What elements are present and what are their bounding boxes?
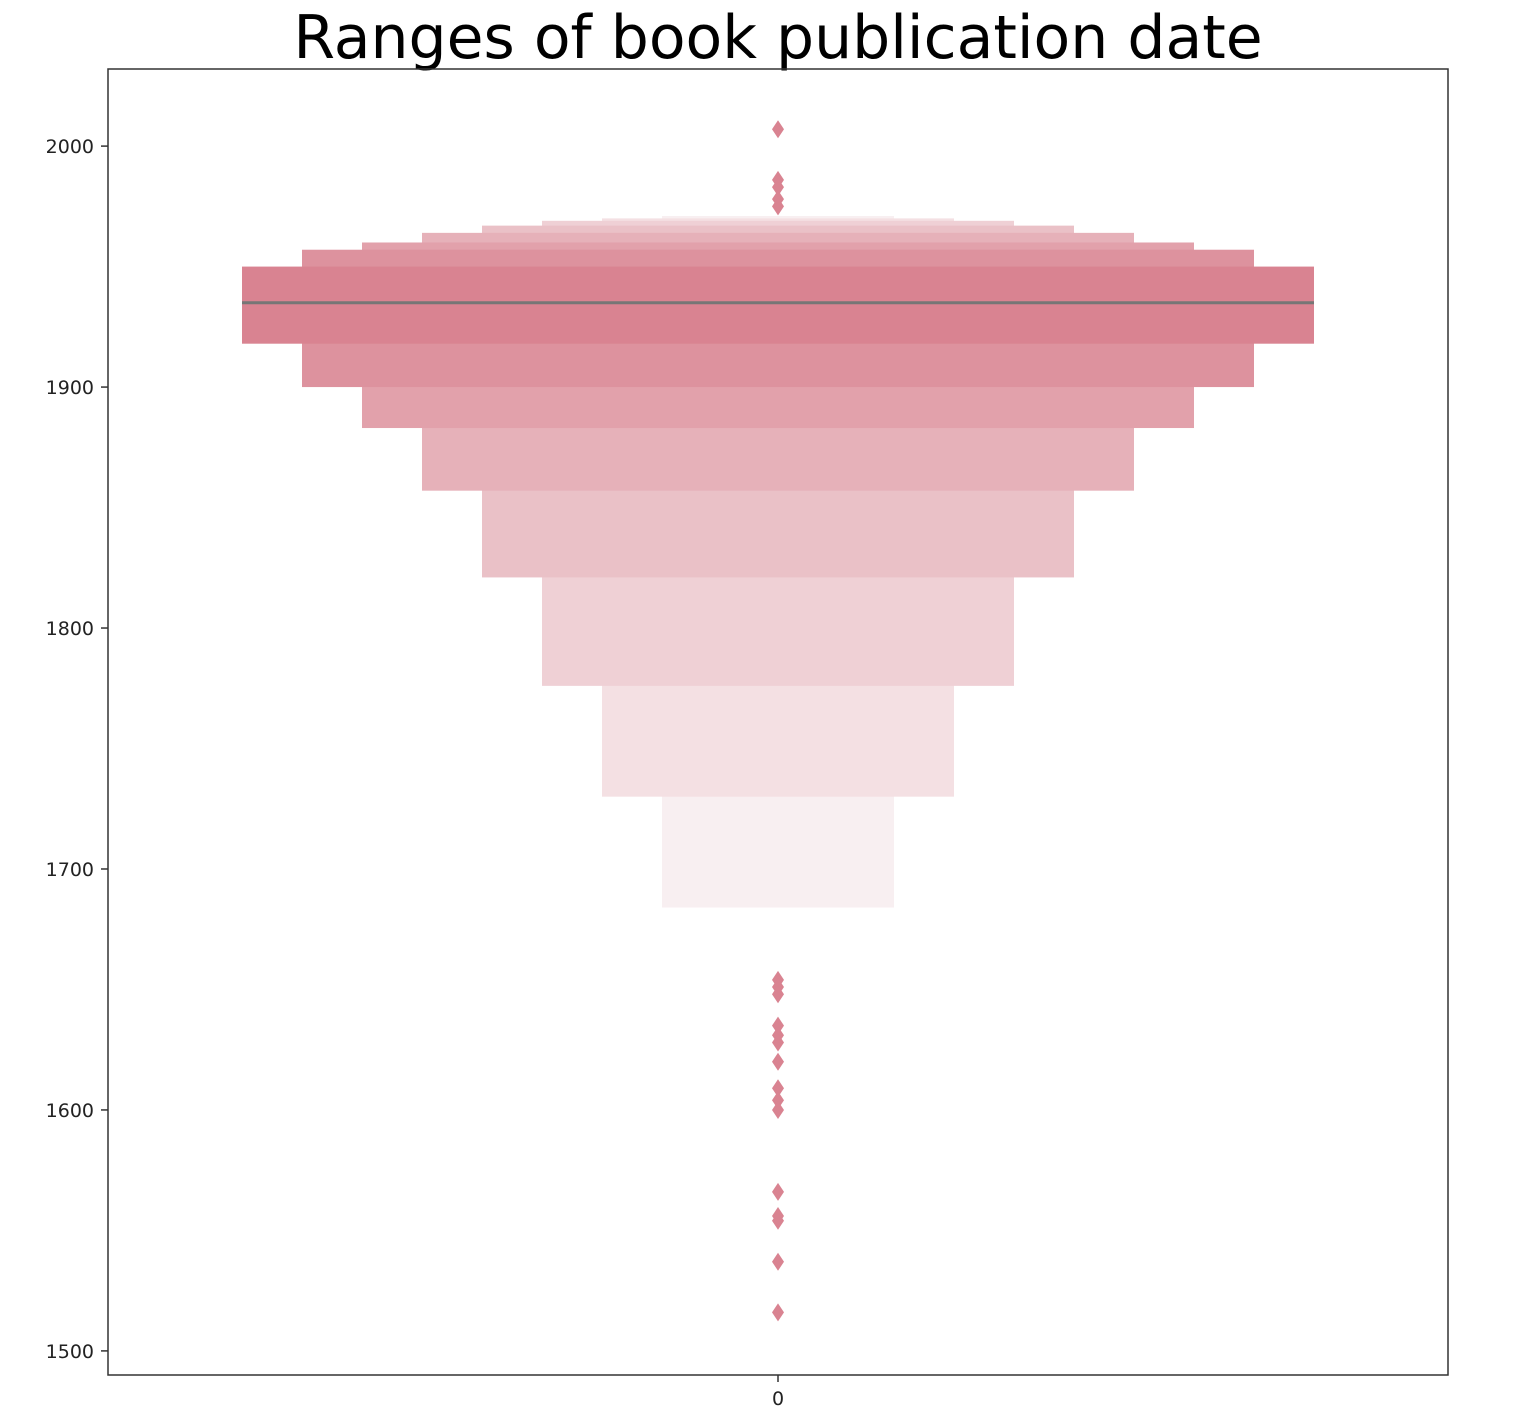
outlier-point (772, 1252, 784, 1271)
y-tick-label: 1700 (46, 859, 94, 881)
y-tick-label: 1800 (46, 618, 94, 640)
outlier-point (772, 178, 784, 197)
x-tick-label: 0 (772, 1388, 784, 1410)
outlier-point (772, 1016, 784, 1035)
outlier-point (772, 197, 784, 216)
x-axis: 0 (772, 1375, 784, 1410)
outlier-point (772, 1091, 784, 1110)
outlier-point (772, 1303, 784, 1322)
y-tick-label: 1900 (46, 377, 94, 399)
chart-title: Ranges of book publication date (293, 3, 1262, 73)
boxes-layer (242, 215, 1314, 908)
y-tick-label: 1500 (46, 1341, 94, 1363)
outlier-point (772, 1052, 784, 1071)
y-axis: 1500 1600 1700 1800 1900 2000 (46, 136, 108, 1363)
outliers-layer (772, 120, 784, 1322)
outlier-point (772, 1182, 784, 1201)
outlier-point (772, 120, 784, 139)
outlier-point (772, 1211, 784, 1230)
y-tick-label: 2000 (46, 136, 94, 158)
outlier-point (772, 985, 784, 1004)
outlier-point (772, 1079, 784, 1098)
y-tick-label: 1600 (46, 1100, 94, 1122)
boxen-box-level-1 (242, 266, 1314, 344)
outlier-point (772, 1033, 784, 1052)
outlier-point (772, 1100, 784, 1119)
plot-frame (107, 68, 1449, 1376)
